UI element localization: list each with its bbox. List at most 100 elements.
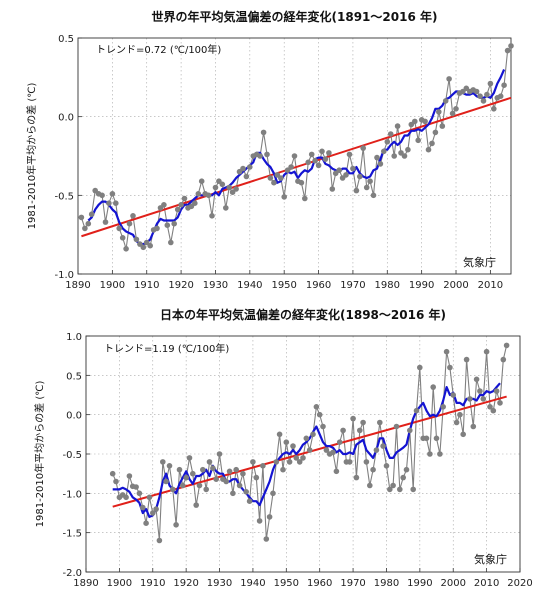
data-point [412,118,418,125]
x-tick-label: 1960 [307,578,332,589]
x-tick-label: 2010 [478,280,503,291]
data-point [407,427,413,434]
x-tick-label: 2020 [507,578,532,589]
data-point [306,447,313,453]
data-point [390,482,396,489]
data-point [200,466,206,473]
data-point [198,178,205,184]
data-point [290,443,296,449]
x-tick-label: 1890 [73,578,98,589]
data-point [133,236,140,243]
data-point [467,396,473,402]
x-tick-label: 1930 [207,578,232,589]
data-point [427,451,433,457]
data-point [463,356,470,363]
data-point [470,423,477,430]
y-tick-label: -1.0 [54,270,74,281]
data-point [298,179,305,186]
data-point [270,490,276,497]
data-point [393,423,400,430]
data-point [380,443,386,449]
x-tick-label: 1940 [237,280,262,291]
data-point [322,156,329,162]
data-point [460,431,467,438]
x-tick-label: 1910 [134,280,159,291]
data-point [310,431,316,438]
data-point [417,364,423,371]
data-point [387,486,393,493]
x-tick-label: 2000 [441,578,466,589]
data-point [240,470,246,477]
data-point [484,91,490,98]
annual-points [78,43,514,252]
x-tick-label: 2010 [474,578,499,589]
data-point [183,474,189,481]
data-point [447,364,453,371]
data-point [126,220,133,227]
data-point [384,139,391,145]
data-point [450,392,457,398]
data-point [501,82,507,88]
data-point [457,411,463,418]
data-point [367,482,373,489]
data-point [205,192,212,199]
data-point [147,242,153,249]
annual-series-line [112,345,508,541]
data-point [326,150,332,156]
data-point [430,384,437,390]
data-point [436,109,442,115]
data-point [286,459,293,465]
data-point [206,459,213,465]
data-point [116,225,122,232]
moving-average-line [112,382,501,519]
data-point [266,514,273,520]
data-point [477,93,483,99]
data-point [503,342,510,349]
data-point [423,435,430,442]
y-axis-label: 1981-2010年平均からの差 (℃) [25,83,38,230]
data-point [171,220,177,227]
x-tick-label: 1960 [306,280,331,291]
data-point [387,131,394,137]
trend-label: トレンド=0.72 (℃/100年) [96,43,221,56]
data-point [449,110,456,117]
data-point [106,200,112,206]
data-point [374,154,380,161]
data-point [161,202,167,208]
data-point [154,225,160,232]
y-tick-label: 0.5 [58,34,74,45]
plot-frame [77,37,512,275]
data-point [433,435,440,442]
data-point [163,478,169,485]
data-point [123,494,129,501]
data-point [373,447,380,453]
y-tick-label: 1.0 [66,332,82,343]
data-point [500,356,507,363]
data-point [340,427,346,434]
data-point [133,484,139,490]
data-point [443,348,450,355]
data-point [437,451,443,457]
data-point [320,423,326,430]
data-point [82,225,88,232]
x-tick-label: 1890 [65,280,90,291]
data-point [143,520,149,526]
data-point [271,179,277,186]
data-point [377,419,383,426]
data-point [357,427,363,434]
data-point [223,478,229,485]
data-point [329,186,336,192]
data-point [487,80,494,87]
data-point [415,137,422,144]
data-point [85,220,92,227]
data-point [508,43,514,49]
x-tick-label: 1970 [340,578,365,589]
data-point [410,486,417,493]
data-point [281,194,288,200]
data-point [119,235,126,241]
data-point [473,88,480,95]
y-tick-label: -0.5 [54,191,74,202]
data-point [256,518,263,524]
data-point [440,404,447,410]
data-point [78,214,85,221]
